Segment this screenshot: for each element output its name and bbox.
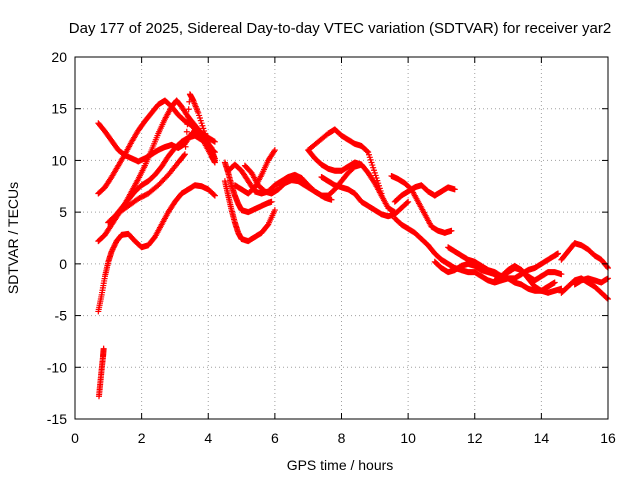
- y-tick-label: 20: [51, 49, 67, 65]
- x-tick-label: 10: [400, 430, 416, 446]
- data-marks: [95, 91, 611, 400]
- series-arc-1: [95, 345, 107, 400]
- y-tick-label: -15: [47, 411, 67, 427]
- data-point: [378, 190, 385, 197]
- data-point: [211, 192, 218, 199]
- x-tick-label: 8: [338, 430, 346, 446]
- grid-lines: [75, 57, 608, 419]
- data-point: [185, 106, 192, 113]
- x-tick-label: 2: [138, 430, 146, 446]
- data-point: [183, 136, 190, 143]
- x-tick-label: 14: [534, 430, 550, 446]
- series-arc-20: [431, 250, 562, 282]
- data-point: [328, 196, 335, 203]
- data-point: [181, 151, 188, 158]
- data-point: [181, 152, 188, 159]
- series-arc-9: [221, 178, 278, 245]
- data-point: [604, 295, 611, 302]
- data-point: [211, 155, 218, 162]
- y-tick-label: -10: [47, 359, 67, 375]
- series-arc-21: [491, 264, 565, 296]
- series-arc-12: [241, 162, 335, 203]
- y-tick-label: 5: [59, 204, 67, 220]
- axis-ticks: 0 2 4 6 8 10 12 14 16 -15 -10 -5 0 5 10 15 20: [47, 49, 616, 446]
- series-arc-7: [105, 91, 218, 226]
- data-point: [364, 148, 371, 155]
- data-point: [404, 199, 411, 206]
- x-axis-title: GPS time / hours: [287, 457, 394, 473]
- data-point: [271, 207, 278, 214]
- data-point: [451, 186, 458, 193]
- x-tick-label: 12: [467, 430, 483, 446]
- data-point: [405, 198, 412, 205]
- data-point: [555, 250, 562, 257]
- data-point: [271, 147, 278, 154]
- series-arc-22: [558, 240, 611, 271]
- y-tick-label: 0: [59, 256, 67, 272]
- data-point: [184, 121, 191, 128]
- data-point: [182, 143, 189, 150]
- series-arc-13: [305, 147, 398, 216]
- series-arc-8: [221, 159, 275, 216]
- x-tick-label: 6: [271, 430, 279, 446]
- x-tick-label: 0: [71, 430, 79, 446]
- x-tick-label: 4: [204, 430, 212, 446]
- series-arc-24: [571, 275, 611, 288]
- series-arc-14: [305, 126, 385, 197]
- y-tick-label: -5: [55, 308, 68, 324]
- data-point: [268, 198, 275, 205]
- y-axis-title: SDTVAR / TECUs: [5, 182, 21, 294]
- series-arc-11: [231, 147, 278, 197]
- data-point: [551, 279, 558, 286]
- series-arc-18: [391, 182, 458, 205]
- data-point: [183, 128, 190, 135]
- data-point: [100, 345, 107, 352]
- data-point: [211, 191, 218, 198]
- series-arc-6: [105, 132, 218, 226]
- series-arc-2: [95, 182, 218, 315]
- data-point: [185, 113, 192, 120]
- series-arc-15: [318, 173, 412, 220]
- data-point: [558, 271, 565, 278]
- y-tick-label: 15: [51, 101, 67, 117]
- x-tick-label: 16: [600, 430, 616, 446]
- data-point: [271, 148, 278, 155]
- data-point: [448, 227, 455, 234]
- y-tick-label: 10: [51, 152, 67, 168]
- data-point: [604, 263, 611, 270]
- data-point: [211, 138, 218, 145]
- chart-title: Day 177 of 2025, Sidereal Day-to-day VTE…: [69, 20, 611, 37]
